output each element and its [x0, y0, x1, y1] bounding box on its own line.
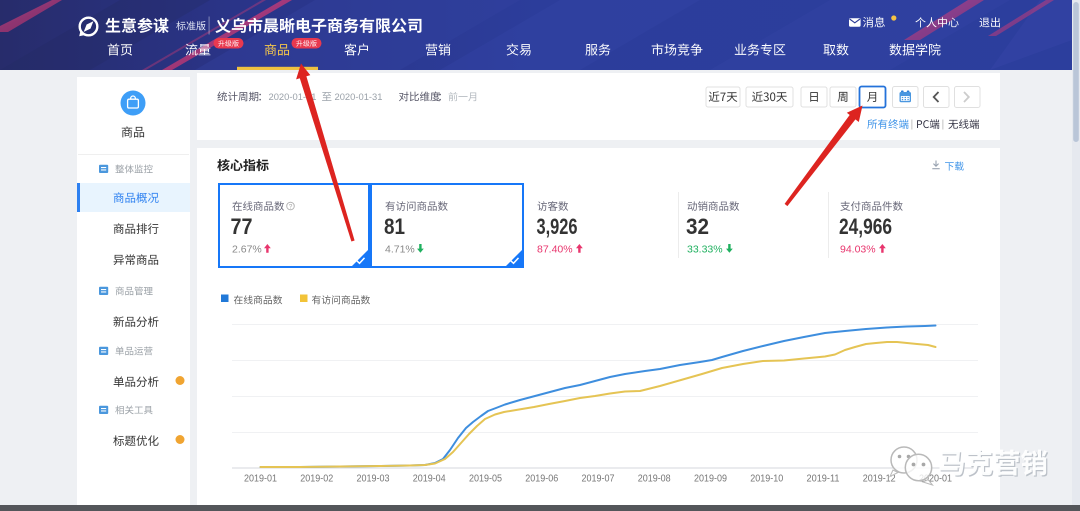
- svg-text:32: 32: [686, 214, 709, 239]
- svg-text:2019-09: 2019-09: [694, 474, 727, 485]
- svg-text:2019-04: 2019-04: [413, 474, 446, 485]
- svg-text:33.33%: 33.33%: [687, 244, 723, 256]
- svg-text:4.71%: 4.71%: [385, 244, 415, 256]
- svg-text:2019-11: 2019-11: [807, 474, 840, 485]
- svg-text:2019-08: 2019-08: [638, 474, 671, 485]
- svg-text:81: 81: [384, 214, 405, 239]
- svg-text:2019-06: 2019-06: [525, 474, 558, 485]
- svg-text:2019-10: 2019-10: [750, 474, 783, 485]
- svg-text:2019-05: 2019-05: [469, 474, 502, 485]
- svg-text:2019-01: 2019-01: [244, 474, 277, 485]
- svg-text:2.67%: 2.67%: [232, 244, 262, 256]
- svg-text:2020-01: 2020-01: [919, 474, 952, 485]
- svg-text:2019-07: 2019-07: [582, 474, 615, 485]
- svg-text:3,926: 3,926: [537, 214, 578, 239]
- svg-text:2020-01-31: 2020-01-31: [335, 91, 383, 102]
- svg-text:2020-01-01: 2020-01-01: [269, 91, 317, 102]
- svg-text:?: ?: [289, 204, 293, 211]
- svg-text:87.40%: 87.40%: [537, 244, 573, 256]
- svg-text:94.03%: 94.03%: [840, 244, 876, 256]
- svg-text:2019-03: 2019-03: [357, 474, 390, 485]
- svg-text:2019-12: 2019-12: [863, 474, 896, 485]
- svg-text:24,966: 24,966: [839, 214, 892, 239]
- svg-text:77: 77: [231, 214, 253, 239]
- svg-text:2019-02: 2019-02: [300, 474, 333, 485]
